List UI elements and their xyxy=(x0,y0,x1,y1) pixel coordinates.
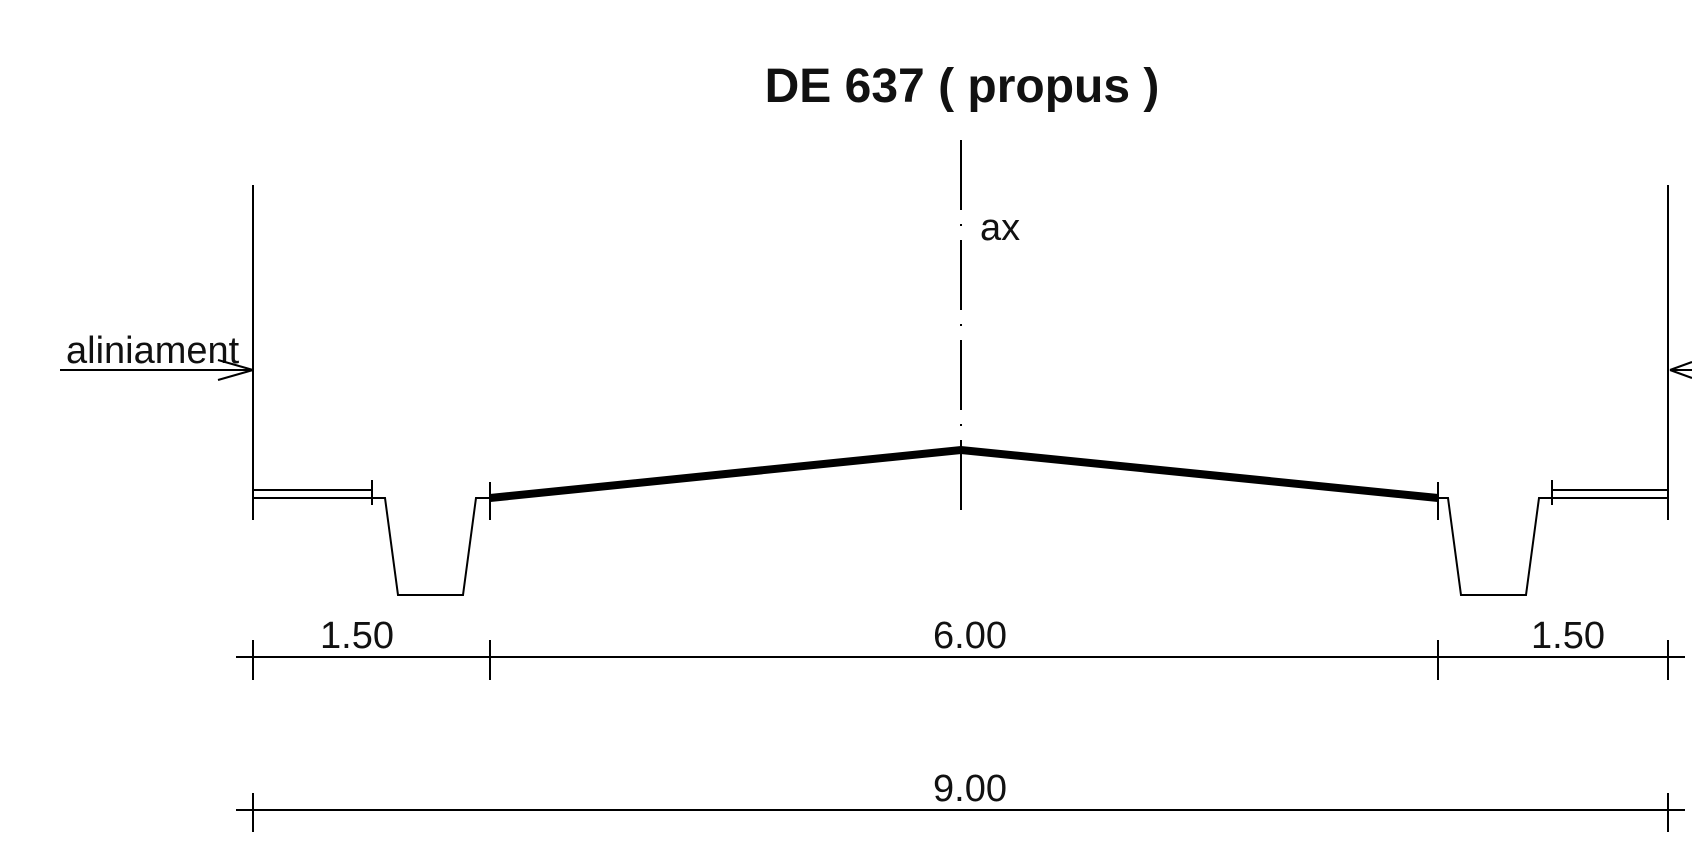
alignment-label: aliniament xyxy=(66,330,240,372)
right-verge xyxy=(1551,480,1668,505)
carriageway-surface xyxy=(489,445,1439,502)
left-ditch-width: 1.50 xyxy=(320,615,394,657)
alignment-arrow xyxy=(60,359,254,381)
right-ditch-width: 1.50 xyxy=(1531,615,1605,657)
right-ditch xyxy=(1438,497,1552,596)
drawing-title: DE 637 ( propus ) xyxy=(765,60,1160,113)
carriageway-width: 6.00 xyxy=(933,615,1007,657)
left-verge xyxy=(253,480,373,505)
total-width: 9.00 xyxy=(933,768,1007,810)
total-dimension-ticks xyxy=(252,793,1669,832)
axis-label: ax xyxy=(980,207,1020,249)
right-alignment-arrow xyxy=(1669,361,1692,379)
partial-dimension-ticks xyxy=(252,640,1669,680)
carriageway-edge-ticks xyxy=(489,482,1439,520)
left-ditch xyxy=(372,497,490,596)
